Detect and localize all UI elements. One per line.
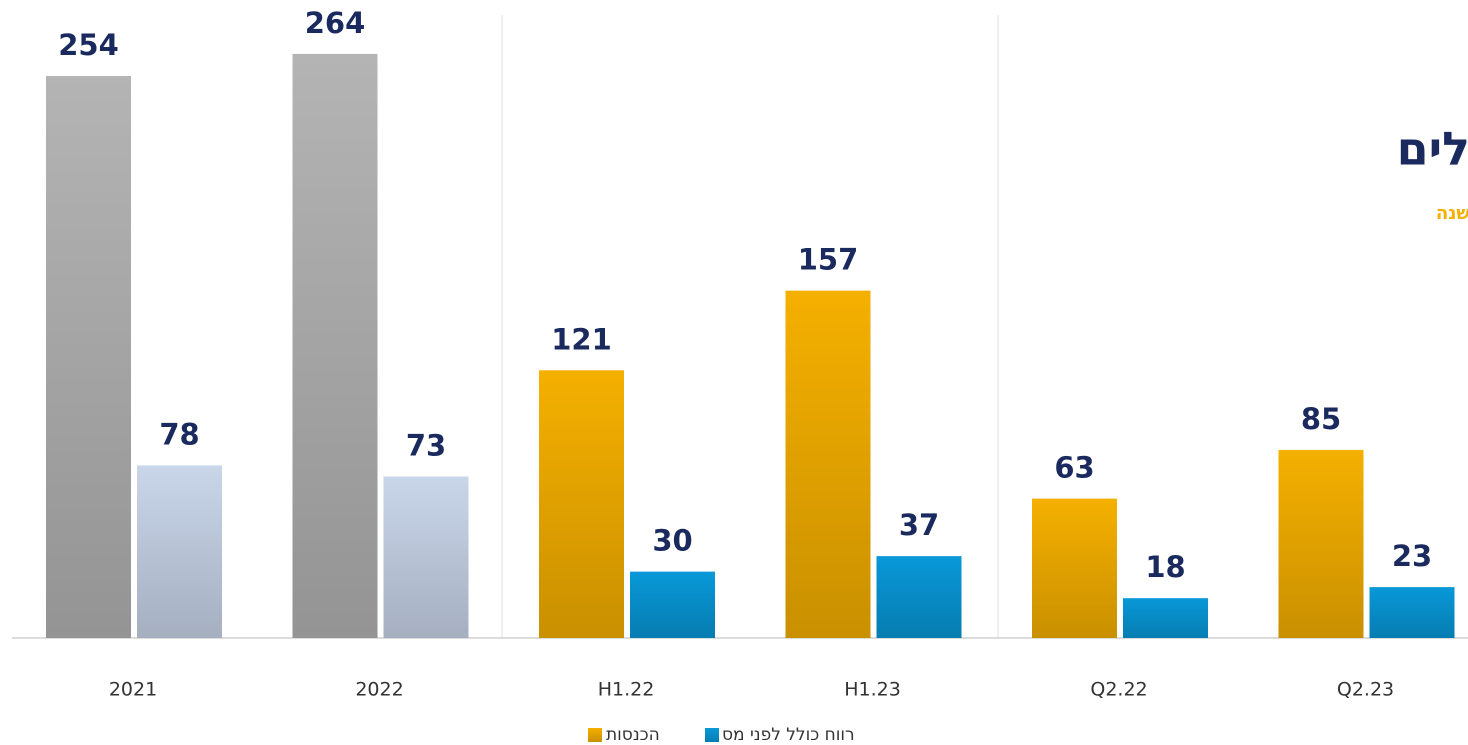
bar	[1123, 598, 1208, 638]
x-tick-label: H1.22	[598, 679, 655, 701]
bar	[876, 556, 962, 638]
value-label: 30	[652, 524, 692, 558]
bar	[1278, 449, 1364, 638]
bar	[383, 476, 469, 638]
bar	[137, 465, 222, 638]
x-tick-label: Q2.22	[1090, 679, 1147, 701]
value-label: 23	[1392, 539, 1432, 573]
x-tick-label: 2022	[355, 679, 403, 701]
value-label: 37	[899, 508, 939, 542]
value-label: 121	[551, 322, 612, 356]
bar	[292, 53, 378, 638]
x-tick-label: 2021	[109, 679, 157, 701]
bar	[46, 76, 131, 638]
legend-label: רווח כולל לפני מס	[722, 725, 855, 745]
value-label: 85	[1301, 402, 1341, 436]
x-tick-label: Q2.23	[1337, 679, 1394, 701]
bar	[785, 290, 871, 638]
title-fragment: לים	[1397, 122, 1468, 176]
value-label: 78	[159, 417, 199, 451]
legend-label: הכנסות	[606, 725, 660, 745]
value-label: 63	[1054, 451, 1094, 485]
value-label: 264	[305, 6, 366, 40]
legend-swatch	[705, 728, 719, 742]
bar	[630, 571, 715, 638]
value-label: 73	[406, 428, 446, 462]
value-label: 157	[798, 243, 859, 277]
value-label: 18	[1145, 550, 1185, 584]
bar	[1369, 587, 1455, 638]
legend-swatch	[588, 728, 602, 742]
value-label: 254	[58, 28, 119, 62]
subtitle-fragment: שנה	[1436, 203, 1468, 224]
bar	[1032, 498, 1117, 638]
bar	[539, 370, 624, 638]
x-tick-label: H1.23	[844, 679, 901, 701]
